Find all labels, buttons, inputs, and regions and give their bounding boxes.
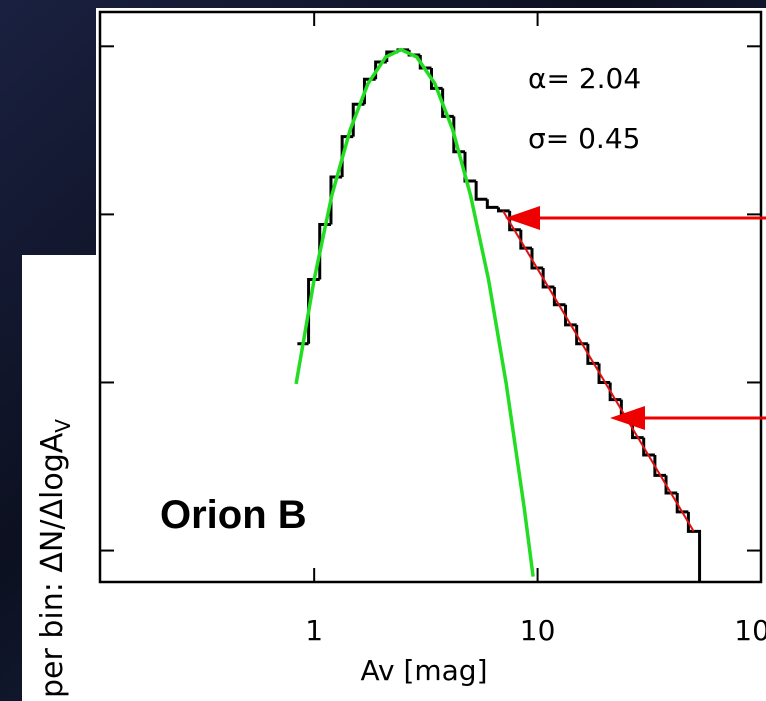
x-tick-label: 100	[734, 614, 766, 647]
arrow-head	[610, 406, 645, 430]
histogram-step	[575, 324, 588, 346]
fit-line	[294, 47, 535, 577]
histogram-step	[586, 343, 600, 365]
x-tick-label: 1	[305, 614, 323, 647]
histogram-step	[675, 492, 689, 514]
histogram-step	[519, 229, 533, 250]
plot-frame	[98, 10, 763, 584]
y-axis-label: per bin: ΔN/ΔlogAV	[35, 419, 75, 698]
annotation-sigma: σ= 0.45	[528, 122, 640, 155]
figure-area	[96, 8, 766, 701]
histogram-step	[485, 199, 499, 209]
y-axis-label-subscript: V	[51, 419, 75, 433]
histogram-step	[307, 277, 320, 344]
histogram-step	[653, 455, 667, 477]
arrow	[505, 206, 766, 230]
y-axis-label-main: per bin: ΔN/ΔlogA	[35, 432, 70, 698]
annotation-alpha: α= 2.04	[528, 62, 641, 95]
x-tick-label: 10	[520, 614, 556, 647]
histogram-step	[541, 267, 555, 289]
arrow	[610, 406, 766, 430]
histogram-step	[564, 304, 577, 327]
arrow-head	[505, 206, 540, 230]
annotation-region: Orion B	[160, 493, 307, 537]
histogram-step	[496, 207, 510, 213]
histogram-step	[530, 248, 544, 270]
histogram-step	[429, 67, 443, 90]
label-area	[22, 255, 98, 701]
histogram-step	[441, 88, 454, 118]
histogram-step	[474, 181, 488, 201]
histogram-step	[552, 286, 566, 307]
histogram-step	[642, 437, 655, 457]
x-axis-label: Av [mag]	[360, 654, 487, 687]
plot: 1 10 100	[100, 12, 766, 647]
plot-content	[294, 47, 702, 582]
histogram-step	[597, 363, 611, 384]
fit-line	[502, 210, 695, 532]
histogram-step	[608, 382, 622, 402]
histogram-step	[664, 475, 678, 495]
